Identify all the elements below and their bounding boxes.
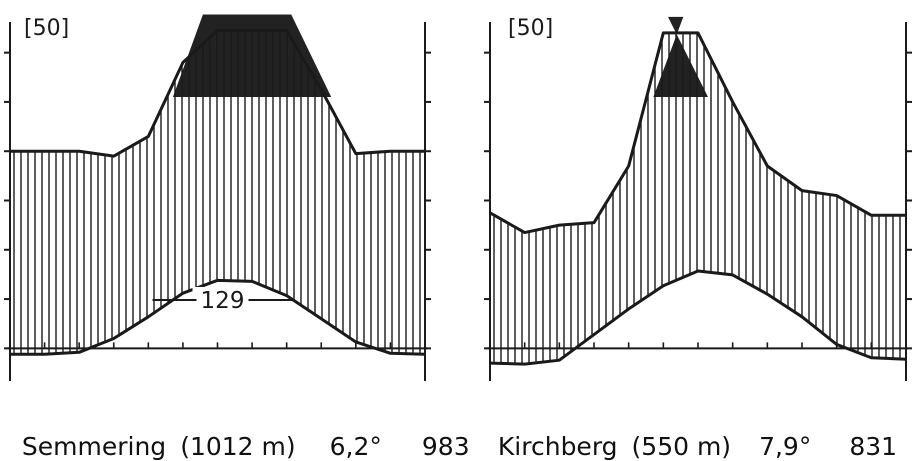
caption-kirchberg: Kirchberg (550 m) 7,9° 831	[482, 403, 897, 461]
climate-diagrams: [50] 129 [50]	[4, 14, 912, 381]
panel-kirchberg: [50]	[484, 16, 912, 381]
temperature-line	[10, 278, 426, 356]
scale-label: [50]	[508, 16, 553, 41]
annotation-bg	[192, 287, 253, 313]
annual-precipitation: 983	[421, 432, 470, 461]
panel-semmering: [50] 129	[4, 14, 431, 381]
mean-temperature: 7,9°	[759, 432, 812, 461]
precipitation-line	[489, 31, 906, 235]
scale-label: [50]	[24, 16, 69, 41]
caption-semmering: Semmering (1012 m) 6,2° 983	[6, 403, 470, 461]
station-name: Semmering	[21, 432, 167, 461]
humid-cap	[653, 16, 708, 97]
station-elevation: (1012 m)	[180, 432, 296, 461]
annual-precipitation: 831	[849, 432, 898, 461]
temperature-line	[489, 269, 907, 366]
mean-temperature: 6,2°	[329, 432, 382, 461]
station-name: Kirchberg	[497, 432, 618, 461]
precipitation-line	[10, 28, 425, 158]
annotation-label: 129	[201, 288, 245, 314]
station-elevation: (550 m)	[631, 432, 732, 461]
